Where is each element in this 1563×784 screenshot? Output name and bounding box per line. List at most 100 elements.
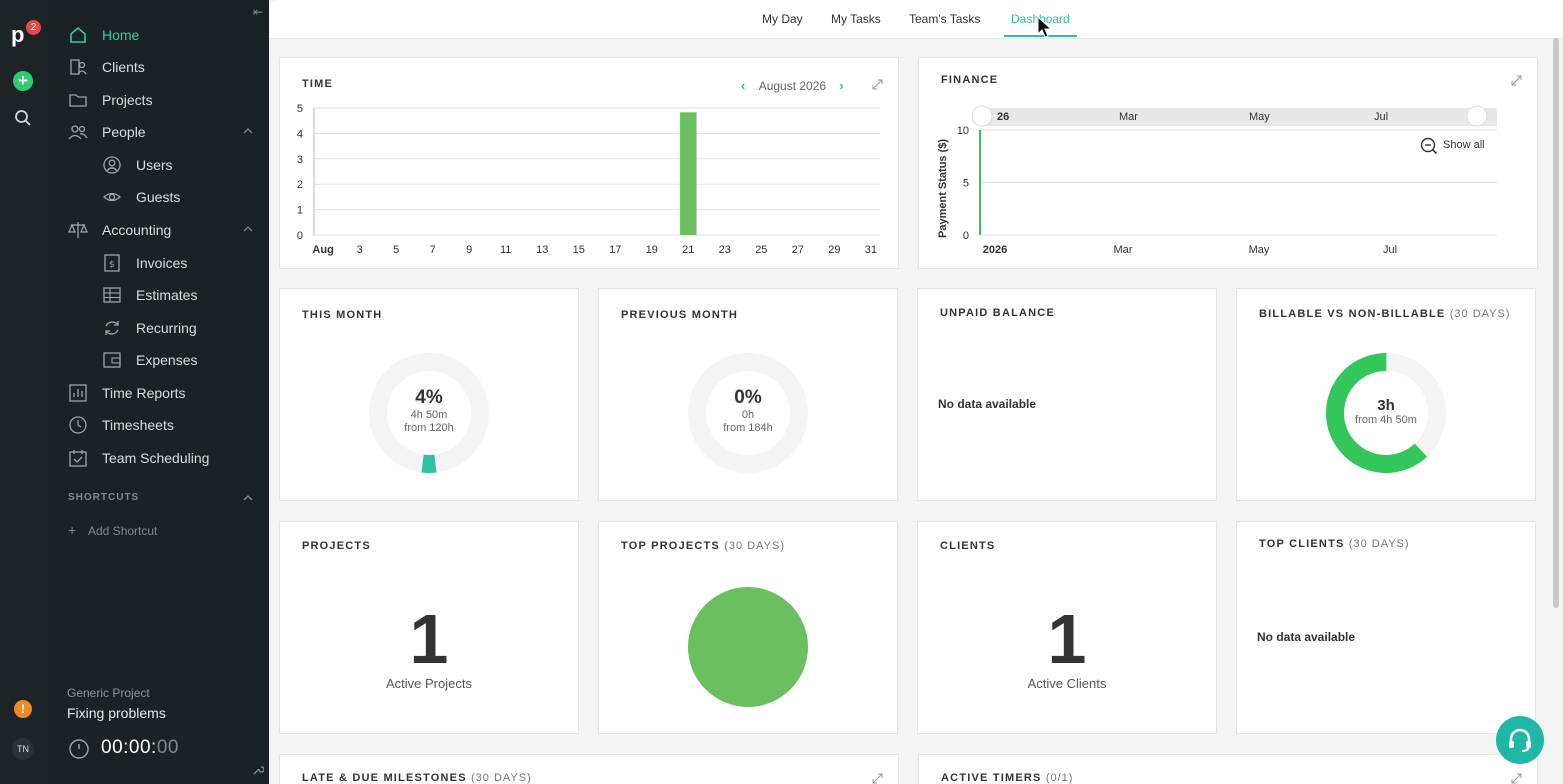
y-tick-label: 5 [297, 103, 303, 115]
top-clients-title-text: TOP CLIENTS [1259, 538, 1345, 550]
top-projects-title-text: TOP PROJECTS [621, 540, 720, 552]
y-tick-label: 1 [297, 205, 303, 217]
sidebar-item-estimates[interactable]: Estimates [47, 281, 269, 309]
current-month: August 2026 [758, 79, 827, 93]
chevron-up-icon[interactable] [243, 493, 253, 503]
zoom-out-icon [1420, 137, 1438, 155]
tab-teams-tasks[interactable]: Team's Tasks [909, 12, 981, 26]
this-month-donut [369, 353, 489, 473]
page-scrollbar[interactable] [1551, 38, 1561, 608]
top-projects-card: TOP PROJECTS (30 DAYS) [598, 521, 898, 734]
top-projects-period: (30 DAYS) [724, 540, 785, 552]
sidebar-item-clients[interactable]: Clients [47, 53, 269, 81]
sidebar-item-home[interactable]: Home [47, 21, 269, 49]
sidebar-item-label: Team Scheduling [102, 450, 210, 466]
timer-project: Generic Project [67, 686, 150, 700]
time-bar [680, 112, 697, 235]
expand-icon[interactable] [1511, 75, 1522, 86]
project-pie-slice [688, 587, 808, 707]
y-tick-label: 0 [963, 230, 969, 242]
sidebar-item-recurring[interactable]: Recurring [47, 314, 269, 342]
navigator-label: Jul [1374, 111, 1388, 123]
avatar[interactable]: TN [12, 738, 34, 760]
wrench-icon[interactable] [252, 764, 264, 776]
milestones-title: LATE & DUE MILESTONES (30 DAYS) [302, 772, 532, 784]
sidebar-item-accounting[interactable]: Accounting [47, 216, 269, 244]
eye-icon [103, 192, 121, 202]
sidebar-item-label: Projects [102, 92, 153, 108]
sidebar-item-users[interactable]: Users [47, 151, 269, 179]
sidebar-item-label: Time Reports [102, 385, 186, 401]
clients-card: CLIENTS 1 Active Clients [917, 521, 1217, 734]
previous-month-from: from 184h [723, 422, 773, 434]
navigator-label: 26 [997, 111, 1009, 123]
sidebar-item-timesheets[interactable]: Timesheets [47, 411, 269, 439]
billable-value: 3h [1377, 397, 1395, 414]
wallet-icon [103, 352, 121, 368]
quick-add-button[interactable]: + [13, 71, 33, 91]
sidebar-item-expenses[interactable]: Expenses [47, 346, 269, 374]
clients-title: CLIENTS [940, 540, 996, 552]
table-icon [103, 287, 121, 303]
top-projects-pie [688, 587, 808, 707]
donut-track [688, 353, 808, 473]
sidebar-item-time-reports[interactable]: Time Reports [47, 379, 269, 407]
home-icon [70, 27, 86, 43]
recurring-icon [105, 321, 119, 335]
active-timers-title-text: ACTIVE TIMERS [941, 772, 1042, 784]
next-month-icon[interactable]: › [839, 78, 844, 93]
show-all-label: Show all [1443, 139, 1485, 151]
x-tick-label: Jul [1383, 244, 1397, 256]
expand-icon[interactable] [872, 79, 883, 90]
projects-title: PROJECTS [302, 540, 371, 552]
y-tick-label: 0 [297, 230, 303, 242]
collapse-sidebar-icon[interactable]: ⇤ [253, 5, 264, 19]
notification-badge: 2 [26, 20, 41, 35]
scrollbar-thumb[interactable] [1553, 38, 1559, 608]
top-clients-period: (30 DAYS) [1348, 538, 1410, 550]
tab-my-day[interactable]: My Day [762, 12, 803, 26]
timer-start-icon[interactable] [68, 738, 90, 760]
plus-icon: + [68, 522, 77, 538]
sidebar-item-people[interactable]: People [47, 118, 269, 146]
timer-seconds: 00 [156, 737, 179, 758]
tab-my-tasks[interactable]: My Tasks [831, 12, 881, 26]
sidebar-item-projects[interactable]: Projects [47, 86, 269, 114]
sidebar-item-invoices[interactable]: $ Invoices [47, 249, 269, 277]
finance-line-chart: 26 Mar May Jul 0 5 10 2026 Mar May Jul Payment Stat… [937, 105, 1497, 256]
folder-icon [69, 94, 87, 107]
sidebar-item-label: Invoices [136, 255, 188, 271]
shortcuts-heading: SHORTCUTS [68, 492, 140, 503]
previous-month-card: PREVIOUS MONTH 0% 0h from 184h [598, 288, 898, 501]
sidebar-item-label: Home [102, 27, 140, 43]
alert-icon[interactable]: ! [14, 700, 32, 718]
scales-icon [68, 222, 88, 238]
x-tick-label: 11 [500, 244, 511, 256]
clients-count: 1 [1047, 600, 1087, 678]
milestones-period: (30 DAYS) [471, 772, 532, 784]
support-chat-button[interactable] [1496, 716, 1544, 764]
timer-task[interactable]: Fixing problems [67, 705, 166, 721]
search-icon[interactable] [14, 109, 32, 132]
active-timers-card: ACTIVE TIMERS (0/1) [918, 754, 1538, 784]
unpaid-balance-empty: No data available [938, 397, 1037, 411]
prev-month-icon[interactable]: ‹ [741, 78, 746, 93]
sidebar-item-label: Accounting [102, 222, 172, 238]
chevron-up-icon[interactable] [243, 224, 253, 234]
sidebar-item-guests[interactable]: Guests [47, 183, 269, 211]
chevron-up-icon[interactable] [243, 126, 253, 136]
x-tick-label: 21 [682, 244, 694, 256]
billable-title-text: BILLABLE VS NON-BILLABLE [1259, 308, 1446, 320]
donut-segment [1326, 353, 1428, 473]
user-icon [103, 156, 121, 174]
expand-icon[interactable] [872, 773, 883, 784]
x-tick-label: 3 [357, 244, 363, 256]
sidebar-item-team-scheduling[interactable]: Team Scheduling [47, 444, 269, 472]
add-shortcut-button[interactable]: + Add Shortcut [68, 522, 157, 538]
time-card: TIME ‹ August 2026 › 0 1 2 3 4 5 Aug 3 5 7 9 11 13 15… [279, 57, 899, 269]
expand-icon[interactable] [1511, 773, 1522, 784]
sidebar-item-label: Timesheets [102, 417, 174, 433]
